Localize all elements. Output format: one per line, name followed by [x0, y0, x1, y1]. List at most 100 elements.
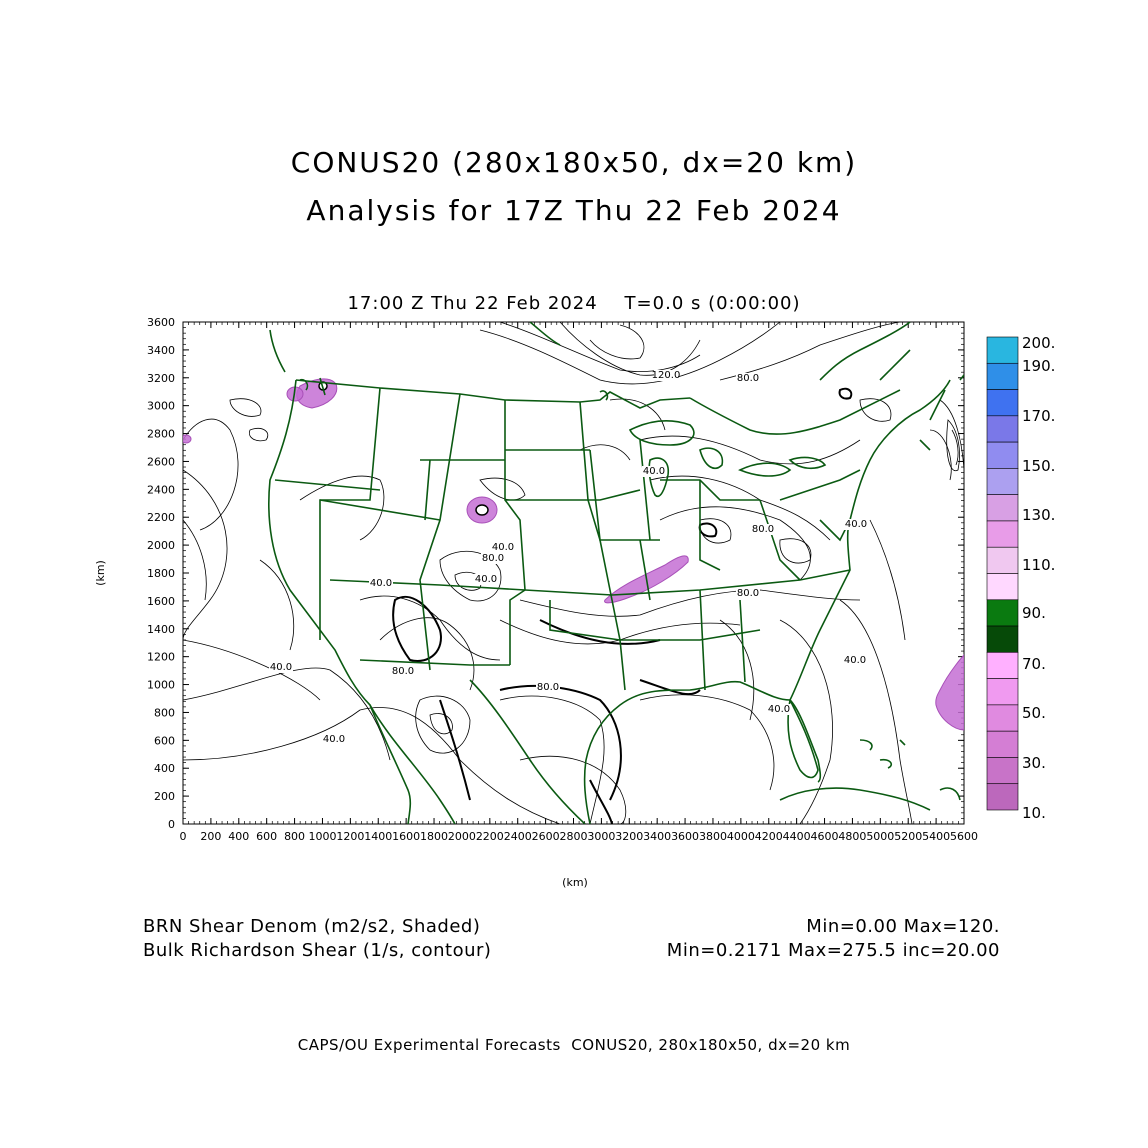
y-tick-label: 200	[154, 790, 175, 803]
contour-label-bg	[536, 682, 560, 693]
footer-credit: CAPS/OU Experimental Forecasts CONUS20, …	[297, 1036, 851, 1054]
x-tick-label: 1400	[364, 830, 392, 843]
y-tick-label: 1200	[147, 651, 175, 664]
contour-label-bg	[642, 466, 666, 477]
x-tick-label: 1000	[308, 830, 336, 843]
contour-label: 40.0	[492, 542, 514, 553]
contour-label-bg	[474, 574, 498, 585]
map-area: 120.0 80.040.040.040.0 40.080.080.080.040.…	[183, 322, 964, 824]
x-tick-label: 0	[180, 830, 187, 843]
colorbar-swatch	[986, 757, 1019, 785]
colorbar-swatch	[986, 573, 1019, 601]
contour-label-bg	[736, 588, 760, 599]
x-tick-label: 2400	[504, 830, 532, 843]
x-tick-label: 2600	[532, 830, 560, 843]
x-tick-label: 5000	[866, 830, 894, 843]
colorbar-swatch	[986, 625, 1019, 653]
contour-label-bg	[751, 524, 775, 535]
contour-label-bg	[391, 666, 415, 677]
contour-label: 40.0	[643, 466, 665, 477]
colorbar-swatch	[986, 520, 1019, 548]
contour-label-bg	[322, 734, 346, 745]
contour-label: 40.0	[370, 578, 392, 589]
contour-label: 120.0	[652, 370, 681, 381]
colorbar-swatch	[986, 599, 1019, 627]
contour-label-bg	[654, 370, 678, 381]
contour-field-label: Bulk Richardson Shear (1/s, contour)	[143, 940, 492, 961]
x-tick-label: 2000	[448, 830, 476, 843]
colorbar-swatch	[986, 678, 1019, 706]
plot-title-line2: Analysis for 17Z Thu 22 Feb 2024	[306, 194, 842, 227]
x-tick-label: 5400	[922, 830, 950, 843]
x-axis-ticks: 0 200 400 600 800 1000 1200 1400 1600 1800 2000 220…	[180, 322, 978, 843]
y-tick-label: 3400	[147, 344, 175, 357]
x-tick-label: 600	[256, 830, 277, 843]
shaded-field-label: BRN Shear Denom (m2/s2, Shaded)	[143, 916, 481, 937]
x-tick-label: 5600	[950, 830, 978, 843]
x-axis-label: (km)	[562, 876, 588, 889]
y-tick-label: 2800	[147, 428, 175, 441]
colorbar-label: 90.	[1022, 604, 1046, 622]
contour-label: 80.0	[392, 666, 414, 677]
contour-label-bg	[767, 704, 791, 715]
contour-label-bg	[491, 542, 515, 553]
contour-label-bg	[843, 655, 867, 666]
colorbar-label: 150.	[1022, 457, 1055, 475]
shear-contours	[183, 322, 964, 824]
x-tick-label: 200	[200, 830, 221, 843]
contour-labels: 120.0 80.040.040.040.0 40.080.080.080.040.…	[269, 370, 868, 745]
y-tick-label: 3600	[147, 316, 175, 329]
x-tick-label: 3200	[615, 830, 643, 843]
x-tick-label: 2200	[476, 830, 504, 843]
colorbar-swatch	[986, 494, 1019, 522]
x-tick-label: 4000	[727, 830, 755, 843]
colorbar-label: 110.	[1022, 556, 1055, 574]
colorbar-swatch	[986, 730, 1019, 758]
plot-title-line1: CONUS20 (280x180x50, dx=20 km)	[290, 146, 858, 179]
x-tick-label: 1200	[336, 830, 364, 843]
y-tick-label: 2600	[147, 455, 175, 468]
contour-range: Min=0.2171 Max=275.5 inc=20.00	[666, 940, 1000, 961]
x-tick-label: 400	[228, 830, 249, 843]
shaded-range: Min=0.00 Max=120.	[806, 916, 1000, 937]
x-tick-label: 1600	[392, 830, 420, 843]
x-tick-label: 3600	[671, 830, 699, 843]
contour-label-bg	[844, 519, 868, 530]
x-tick-label: 5200	[894, 830, 922, 843]
contour-label: 40.0	[845, 519, 867, 530]
colorbar-label: 130.	[1022, 506, 1055, 524]
contour-label: 80.0	[482, 553, 504, 564]
y-tick-label: 800	[154, 706, 175, 719]
colorbar-swatch	[986, 415, 1019, 443]
x-tick-label: 4800	[838, 830, 866, 843]
colorbar-label: 170.	[1022, 407, 1055, 425]
contour-label-bg	[269, 662, 293, 673]
shear-contours-bold	[392, 387, 853, 824]
contour-label: 80.0	[737, 373, 759, 384]
colorbar-swatch	[986, 468, 1019, 495]
y-tick-label: 3000	[147, 400, 175, 413]
y-tick-label: 2200	[147, 511, 175, 524]
x-tick-label: 3400	[643, 830, 671, 843]
colorbar-swatch	[986, 783, 1019, 811]
valid-time-subtitle: 17:00 Z Thu 22 Feb 2024 T=0.0 s (0:00:00…	[347, 293, 801, 314]
x-tick-label: 800	[284, 830, 305, 843]
colorbar-label: 10.	[1022, 804, 1046, 822]
y-axis-label: (km)	[94, 560, 107, 586]
contour-label: 80.0	[752, 524, 774, 535]
colorbar-label: 30.	[1022, 754, 1046, 772]
colorbar-swatch	[986, 441, 1019, 469]
contour-label: 80.0	[737, 588, 759, 599]
colorbar-swatch	[986, 362, 1019, 390]
y-tick-label: 2400	[147, 483, 175, 496]
x-tick-label: 4200	[755, 830, 783, 843]
x-tick-label: 1800	[420, 830, 448, 843]
contour-label-bg	[481, 553, 505, 564]
contour-label: 40.0	[844, 655, 866, 666]
y-tick-label: 1400	[147, 623, 175, 636]
contour-label-bg	[369, 578, 393, 589]
y-tick-label: 1600	[147, 595, 175, 608]
y-tick-label: 400	[154, 762, 175, 775]
colorbar-swatch	[986, 546, 1019, 574]
